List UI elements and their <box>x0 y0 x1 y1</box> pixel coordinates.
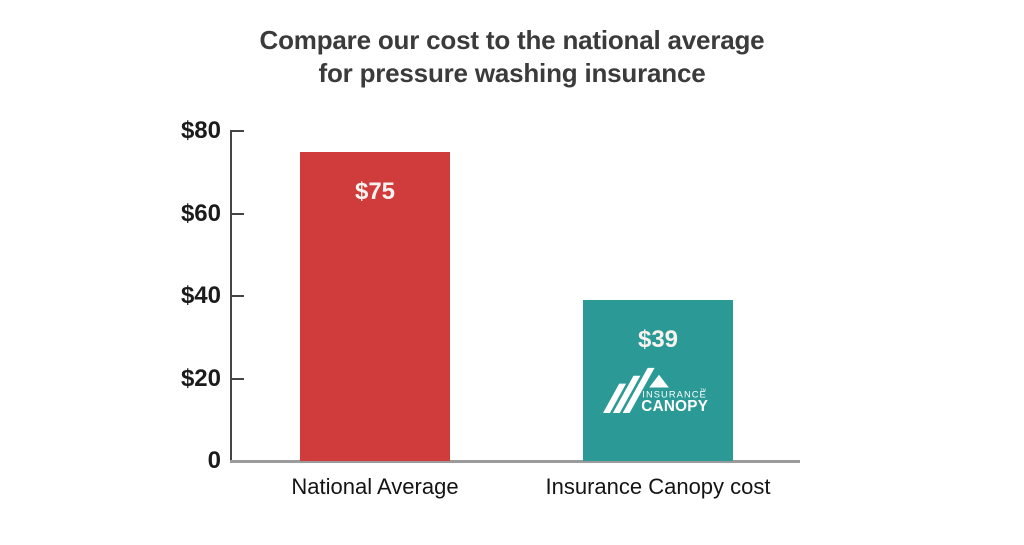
y-tick-label: $80 <box>180 117 221 144</box>
y-tick-label: 0 <box>207 447 221 474</box>
logo-trademark-text: TM <box>700 387 706 392</box>
y-tick-mark <box>230 212 244 215</box>
chart-title: Compare our cost to the national average… <box>0 24 1024 90</box>
category-label-insurance-canopy: Insurance Canopy cost <box>545 474 771 499</box>
y-tick-mark <box>230 130 244 132</box>
y-tick-mark <box>230 377 244 380</box>
logo-canopy-text: CANOPY <box>641 398 708 413</box>
logo-stripe-icon <box>622 367 655 414</box>
plot-area: 0 $20 $40 $60 $80 $75 National Average $39 I… <box>181 117 800 499</box>
y-tick-label: $60 <box>180 199 221 227</box>
logo-stripe-icon <box>603 383 627 414</box>
bar-value-label: $75 <box>354 178 396 205</box>
bar-value-label: $39 <box>637 326 679 353</box>
insurance-canopy-logo: INSURANCE TM CANOPY <box>603 367 708 414</box>
chart-title-line1: Compare our cost to the national average <box>259 25 765 55</box>
bar-group-national-average: $75 National Average <box>291 131 459 499</box>
bar-insurance-canopy: $39 INSURANCE TM CANOPY <box>583 300 733 461</box>
category-label-national-average: National Average <box>291 474 459 499</box>
bar-group-insurance-canopy: $39 INSURANCE TM CANOPY Insurance Canopy… <box>545 131 771 499</box>
y-tick-label: $20 <box>180 364 221 392</box>
logo-insurance-text: INSURANCE <box>642 389 707 399</box>
logo-stripe-icon <box>612 375 641 414</box>
chart-title-line2: for pressure washing insurance <box>318 58 706 88</box>
y-tick-label: $40 <box>180 282 221 309</box>
logo-triangle-icon <box>649 374 669 388</box>
y-tick-mark <box>230 295 244 297</box>
bar-national-average: $75 <box>300 152 450 461</box>
x-axis-baseline <box>230 460 800 463</box>
